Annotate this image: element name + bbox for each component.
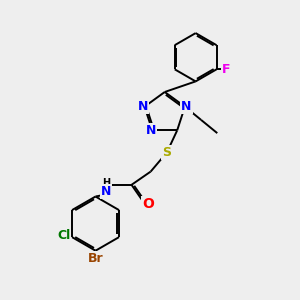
Text: Cl: Cl	[57, 229, 70, 242]
Text: Br: Br	[88, 252, 103, 265]
Text: N: N	[181, 100, 191, 113]
Text: S: S	[162, 146, 171, 159]
Text: O: O	[142, 197, 154, 211]
Text: F: F	[222, 63, 230, 76]
Text: N: N	[146, 124, 156, 137]
Text: H: H	[102, 178, 110, 188]
Text: N: N	[101, 185, 111, 198]
Text: N: N	[138, 100, 148, 113]
